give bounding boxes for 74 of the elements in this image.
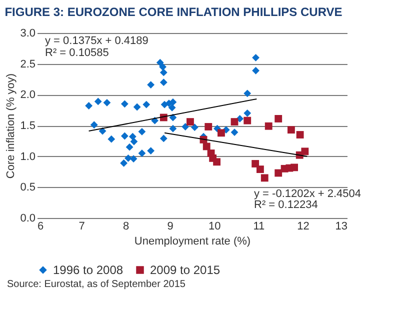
point <box>204 123 212 130</box>
point <box>90 121 98 129</box>
x-tick-label: 6 <box>38 220 44 232</box>
point <box>190 124 198 132</box>
y-tick-label: 3.0 <box>20 28 36 40</box>
chart-title: FIGURE 3: EUROZONE CORE INFLATION PHILLIPS CURVE <box>4 5 342 19</box>
point <box>108 135 116 143</box>
y-tick-label: 0.0 <box>20 212 36 224</box>
x-tick-label: 7 <box>78 220 85 232</box>
point <box>160 68 168 76</box>
point <box>169 98 177 106</box>
point <box>252 54 260 62</box>
point <box>202 142 210 150</box>
point <box>296 131 304 138</box>
point <box>244 90 252 98</box>
point <box>160 78 168 86</box>
y-tick-label: 1.5 <box>20 120 36 132</box>
point <box>252 160 260 168</box>
point <box>142 100 150 108</box>
point <box>264 122 272 130</box>
point <box>120 100 128 108</box>
point <box>169 114 177 122</box>
annotation: y = -0.1202x + 2.4504 <box>254 188 362 200</box>
point <box>290 164 298 172</box>
point <box>168 104 176 112</box>
point <box>147 81 155 89</box>
point <box>160 134 168 142</box>
point <box>147 147 155 154</box>
point <box>256 166 264 173</box>
point <box>218 129 225 137</box>
point <box>138 150 146 157</box>
point <box>287 126 295 134</box>
annotation: y = 0.1375x + 0.4189 <box>45 35 148 47</box>
point <box>244 116 252 124</box>
legend-label: 1996 to 2008 <box>53 263 124 277</box>
legend-label: 2009 to 2015 <box>150 263 220 277</box>
x-tick-label: 11 <box>253 220 265 232</box>
annotation: R² = 0.10585 <box>45 47 109 59</box>
x-tick-label: 9 <box>167 220 174 232</box>
y-tick-label: 2.0 <box>20 89 36 102</box>
source-note: Source: Eurostat, as of September 2015 <box>7 279 186 290</box>
point <box>98 127 106 135</box>
point <box>159 63 166 71</box>
y-tick-label: 2.5 <box>20 58 36 70</box>
point <box>260 174 268 182</box>
point <box>169 124 177 132</box>
point <box>244 109 252 117</box>
x-tick-label: 8 <box>123 220 130 232</box>
point <box>230 118 238 126</box>
x-tick-label: 10 <box>208 220 221 232</box>
annotation: R² = 0.12234 <box>254 198 318 211</box>
point <box>130 138 138 146</box>
y-tick-label: 0.5 <box>20 182 36 194</box>
point <box>120 132 128 140</box>
point <box>103 98 111 106</box>
point <box>274 169 282 177</box>
point <box>138 128 146 136</box>
x-tick-label: 13 <box>335 220 348 232</box>
point <box>133 103 141 111</box>
point <box>213 158 221 166</box>
point <box>274 115 282 122</box>
point <box>130 155 138 163</box>
point <box>186 118 194 126</box>
point <box>252 66 260 74</box>
point <box>120 159 128 167</box>
point <box>126 143 134 151</box>
y-axis-title: Core inflation (% yoy) <box>5 73 18 179</box>
point <box>182 123 190 130</box>
point <box>85 102 93 110</box>
x-axis-title: Unemployment rate (%) <box>134 236 251 248</box>
x-tick-label: 12 <box>297 220 310 232</box>
y-tick-label: 1.0 <box>20 150 36 163</box>
point <box>94 98 102 106</box>
point <box>124 154 132 162</box>
